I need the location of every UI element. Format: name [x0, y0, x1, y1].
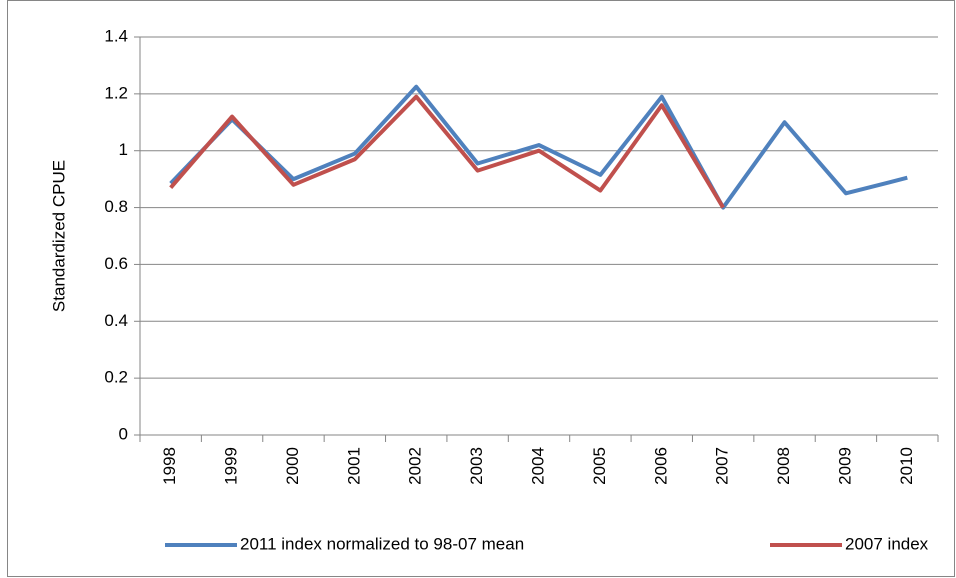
y-tick-label: 1.4 [104, 26, 128, 45]
legend-label: 2007 index [845, 534, 929, 553]
x-tick-label: 2010 [897, 447, 916, 485]
x-tick-label: 2009 [835, 447, 854, 485]
y-axis-title: Standardized CPUE [49, 160, 68, 312]
x-tick-label: 1999 [222, 447, 241, 485]
legend-label: 2011 index normalized to 98-07 mean [240, 534, 524, 553]
x-tick-label: 2006 [651, 447, 670, 485]
x-tick-label: 2007 [713, 447, 732, 485]
x-tick-label: 2002 [406, 447, 425, 485]
series-line [169, 84, 908, 210]
chart-frame [7, 0, 955, 577]
x-tick-label: 2008 [774, 447, 793, 485]
x-tick-label: 1998 [160, 447, 179, 485]
x-tick-label: 2005 [590, 447, 609, 485]
y-tick-label: 0.6 [104, 254, 128, 273]
x-tick-label: 2000 [283, 447, 302, 485]
y-tick-label: 0.4 [104, 311, 128, 330]
y-tick-label: 0.8 [104, 197, 128, 216]
x-tick-label: 2004 [528, 447, 547, 485]
y-tick-label: 1.2 [104, 83, 128, 102]
x-tick-label: 2003 [467, 447, 486, 485]
y-tick-label: 1 [119, 140, 128, 159]
y-tick-label: 0 [119, 424, 128, 443]
series-line [169, 94, 725, 209]
y-tick-label: 0.2 [104, 368, 128, 387]
x-tick-label: 2001 [344, 447, 363, 485]
